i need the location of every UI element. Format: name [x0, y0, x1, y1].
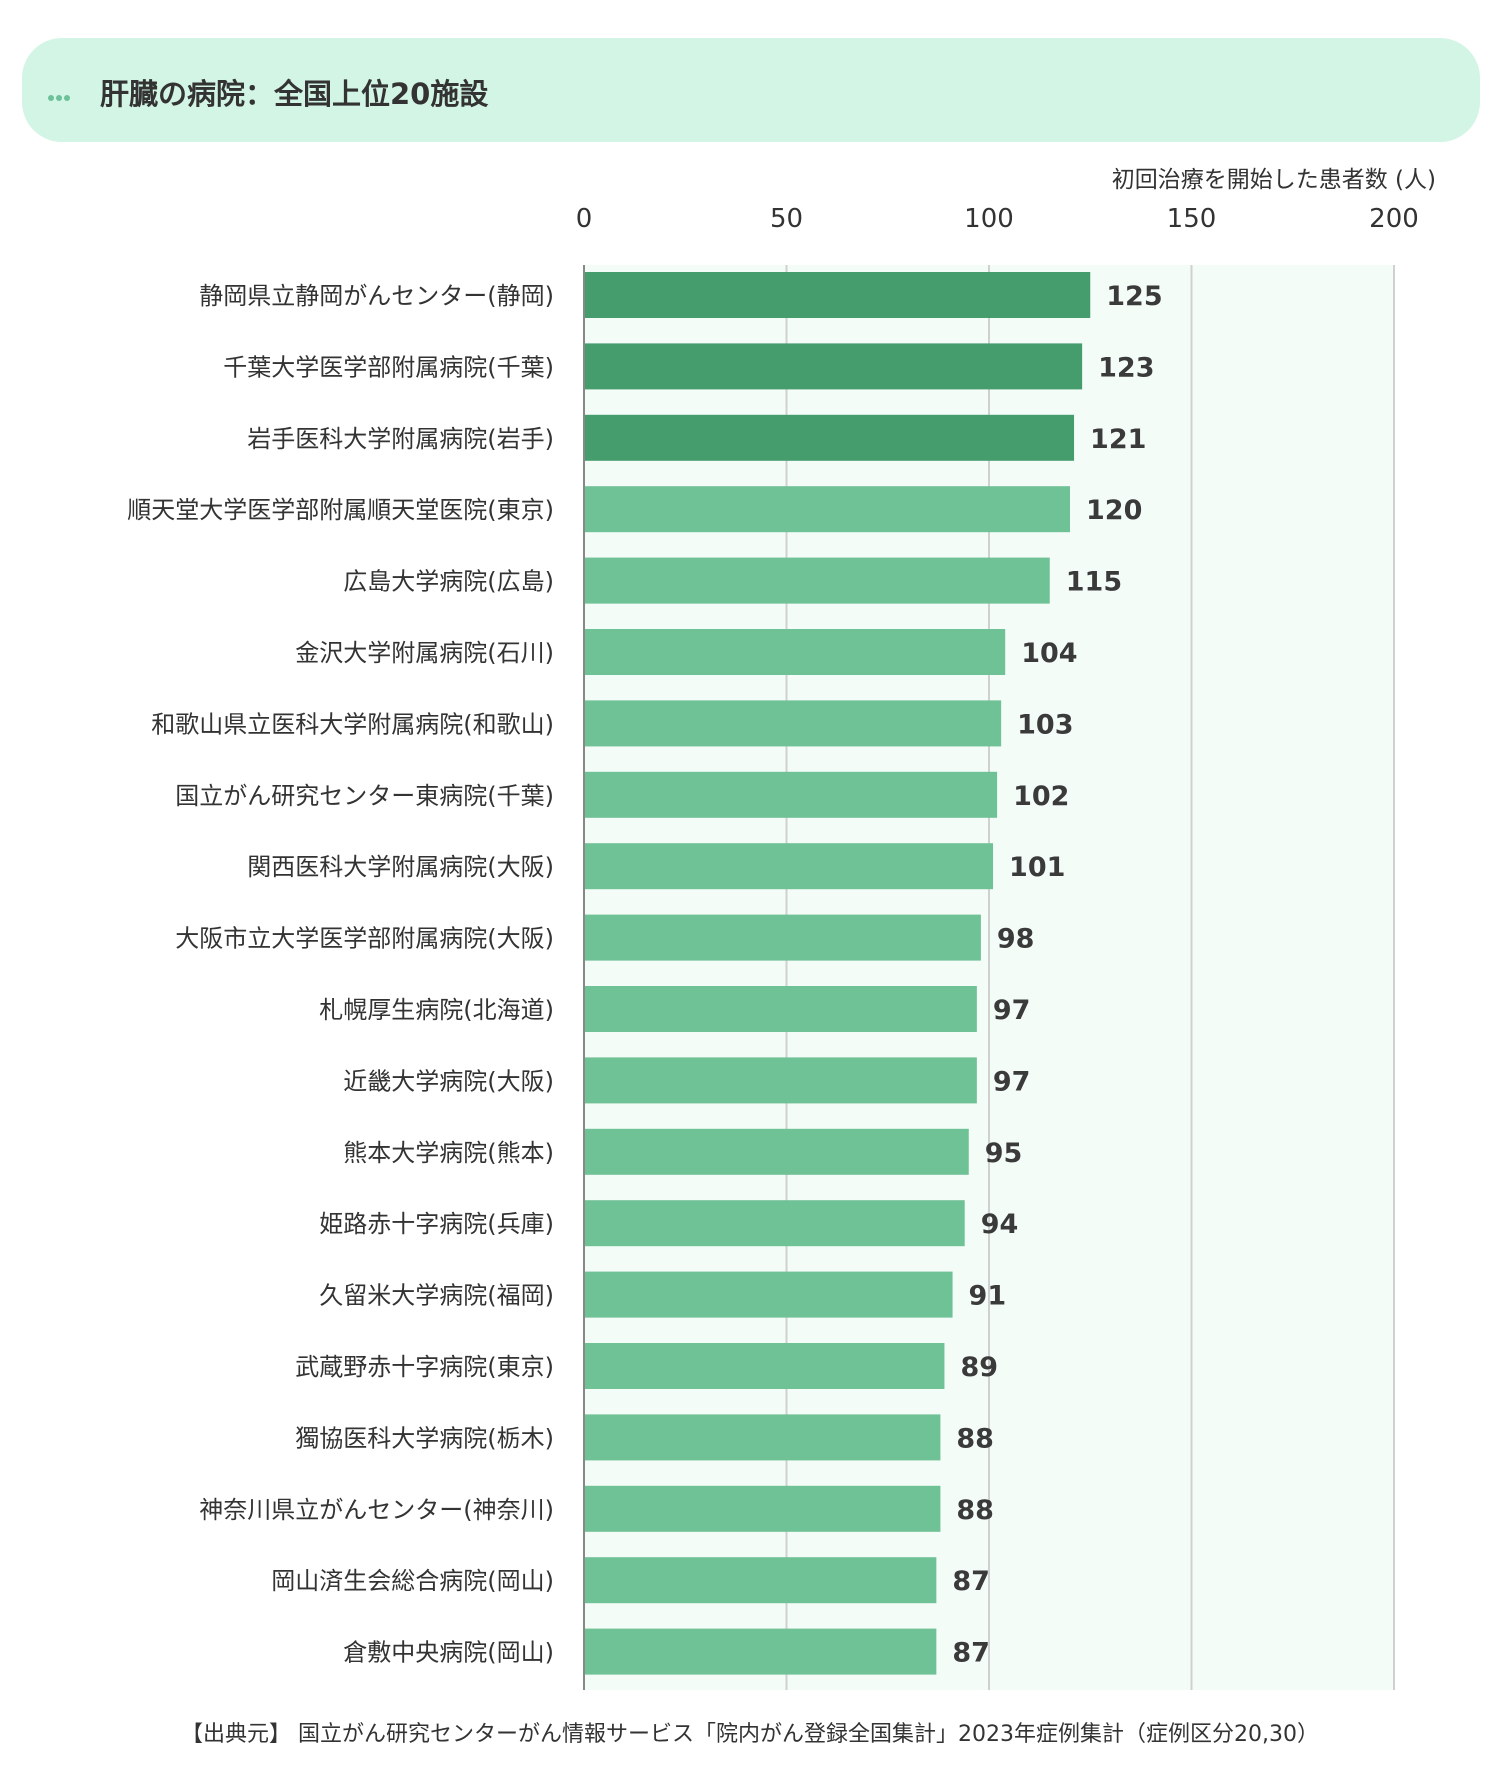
bar [584, 1271, 953, 1318]
bar [584, 1414, 941, 1461]
bar [584, 1128, 969, 1175]
bar [584, 1057, 977, 1104]
x-tick-label: 0 [576, 204, 593, 234]
bar [584, 700, 1002, 747]
bar [584, 1628, 937, 1675]
bar [584, 414, 1075, 461]
x-tick-label: 50 [770, 204, 803, 234]
category-label: 千葉大学医学部附属病院(千葉) [223, 353, 554, 381]
data-label: 120 [1086, 495, 1142, 526]
category-label: 静岡県立静岡がんセンター(静岡) [199, 282, 554, 310]
category-label: 関西医科大学附属病院(大阪) [247, 853, 554, 881]
data-label: 95 [985, 1138, 1023, 1169]
category-label: 大阪市立大学医学部附属病院(大阪) [175, 925, 554, 953]
data-label: 115 [1066, 567, 1122, 598]
data-label: 88 [956, 1495, 994, 1526]
bar [584, 771, 998, 818]
data-label: 121 [1090, 424, 1146, 455]
bar [584, 343, 1083, 390]
category-label: 札幌厚生病院(北海道) [319, 996, 554, 1024]
category-label: 神奈川県立がんセンター(神奈川) [199, 1496, 554, 1524]
category-label: 熊本大学病院(熊本) [343, 1139, 554, 1167]
category-label: 岩手医科大学附属病院(岩手) [247, 425, 554, 453]
category-label: 国立がん研究センター東病院(千葉) [175, 782, 554, 810]
category-label: 和歌山県立医科大学附属病院(和歌山) [151, 710, 554, 738]
x-tick-label: 100 [964, 204, 1014, 234]
bar [584, 1557, 937, 1604]
bar [584, 1485, 941, 1532]
bar [584, 914, 981, 961]
data-label: 94 [981, 1209, 1019, 1240]
category-label: 岡山済生会総合病院(岡山) [271, 1567, 554, 1595]
bar [584, 1343, 945, 1389]
dots-icon [48, 86, 72, 105]
title-banner: 肝臓の病院：全国上位20施設 [22, 38, 1480, 142]
data-label: 87 [952, 1566, 990, 1597]
bar [584, 629, 1006, 675]
chart-title: 肝臓の病院：全国上位20施設 [100, 77, 489, 111]
bar [584, 486, 1070, 533]
category-label: 倉敷中央病院(岡山) [343, 1639, 554, 1667]
data-label: 103 [1017, 709, 1073, 740]
data-label: 125 [1106, 281, 1162, 312]
bar [584, 1200, 965, 1247]
category-label: 順天堂大学医学部附属順天堂医院(東京) [127, 496, 554, 524]
data-label: 104 [1021, 638, 1077, 669]
data-label: 102 [1013, 781, 1069, 812]
category-label: 広島大学病院(広島) [343, 568, 554, 596]
data-label: 87 [952, 1638, 990, 1669]
category-label: 近畿大学病院(大阪) [343, 1067, 554, 1095]
x-axis-label: 初回治療を開始した患者数 (人) [1111, 167, 1436, 193]
data-label: 88 [956, 1423, 994, 1454]
data-label: 98 [997, 924, 1035, 955]
source-note: 【出典元】 国立がん研究センターがん情報サービス「院内がん登録全国集計」2023… [181, 1722, 1319, 1747]
category-label: 姫路赤十字病院(兵庫) [319, 1210, 554, 1238]
category-label: 久留米大学病院(福岡) [319, 1282, 554, 1310]
bar-chart: 0 50 100 150 200 静岡県立静岡がんセンター(静岡) 125 千葉大学医学部附属… [127, 204, 1419, 1690]
category-label: 武蔵野赤十字病院(東京) [295, 1353, 554, 1381]
bar [584, 557, 1050, 604]
data-label: 97 [993, 995, 1031, 1026]
bar [584, 986, 977, 1032]
data-label: 123 [1098, 352, 1154, 383]
x-tick-label: 200 [1369, 204, 1419, 234]
category-label: 金沢大学附属病院(石川) [295, 639, 554, 667]
data-label: 89 [960, 1352, 998, 1383]
data-label: 91 [969, 1281, 1007, 1312]
x-tick-label: 150 [1167, 204, 1217, 234]
bar [584, 843, 994, 890]
category-label: 獨協医科大学病院(栃木) [295, 1424, 554, 1452]
data-label: 97 [993, 1066, 1031, 1097]
bar [584, 272, 1091, 318]
data-label: 101 [1009, 852, 1065, 883]
